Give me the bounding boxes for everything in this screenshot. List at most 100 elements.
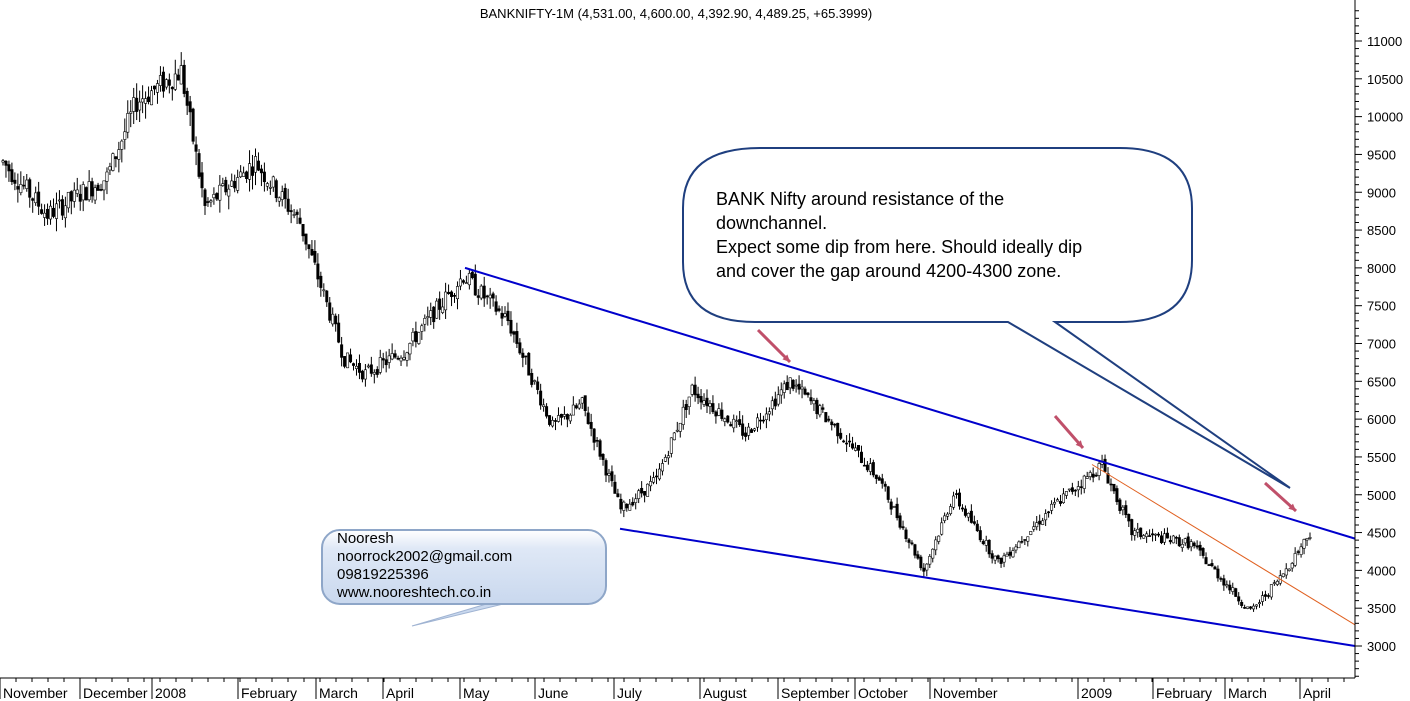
candle xyxy=(301,223,305,242)
candle xyxy=(842,439,846,443)
candle-body xyxy=(381,358,385,361)
candle xyxy=(378,349,382,375)
candle xyxy=(1061,488,1065,504)
candle xyxy=(4,160,8,178)
candle xyxy=(325,289,329,307)
candle xyxy=(453,292,457,303)
candle xyxy=(141,85,145,114)
candle xyxy=(506,302,510,326)
candle xyxy=(1064,491,1068,499)
candle xyxy=(120,139,124,163)
candle-body xyxy=(1026,536,1030,542)
candle xyxy=(251,154,255,190)
candle-body xyxy=(423,318,427,325)
candle-body xyxy=(842,440,846,443)
candle xyxy=(381,352,385,369)
candle xyxy=(1216,565,1220,582)
candle-body xyxy=(990,553,994,559)
candle-body xyxy=(242,172,246,177)
candle xyxy=(81,181,85,212)
candle xyxy=(607,468,611,483)
x-axis: November December 2008 February March April Ma… xyxy=(0,677,1355,701)
candle xyxy=(298,208,302,225)
candle-body xyxy=(839,432,843,439)
candle xyxy=(919,554,923,571)
candle-body xyxy=(420,325,424,332)
candle xyxy=(904,527,908,543)
candle xyxy=(800,380,804,399)
candle xyxy=(512,330,516,343)
candle-body xyxy=(271,176,275,188)
candle xyxy=(646,483,650,497)
candle-body xyxy=(595,439,599,442)
candle xyxy=(987,539,991,558)
candle-body xyxy=(432,306,436,323)
candle-body xyxy=(1177,537,1181,547)
trendlines xyxy=(464,266,1356,647)
candle-body xyxy=(764,413,768,420)
candle-body xyxy=(155,83,159,93)
candle xyxy=(369,356,373,377)
candle-body xyxy=(1142,535,1146,539)
candle-body xyxy=(1302,539,1306,549)
candle-body xyxy=(1061,493,1065,504)
candle xyxy=(871,459,875,478)
candle xyxy=(248,150,252,192)
candle xyxy=(1011,547,1015,558)
candle-body xyxy=(966,512,970,518)
candle xyxy=(212,187,216,205)
candle-body xyxy=(239,171,243,178)
candle xyxy=(848,433,852,447)
candle-body xyxy=(631,501,635,506)
candle-body xyxy=(1041,520,1045,525)
candle-body xyxy=(788,377,792,389)
candle-body xyxy=(1127,514,1131,522)
candle-body xyxy=(539,390,543,406)
candle xyxy=(1278,570,1282,586)
candle xyxy=(726,415,730,424)
candle-body xyxy=(1145,533,1149,537)
candle xyxy=(280,185,284,207)
candle-body xyxy=(981,541,985,545)
candle xyxy=(1290,561,1294,572)
candle-body xyxy=(1263,594,1267,597)
candle xyxy=(1067,488,1071,493)
contact-name: Nooresh xyxy=(337,530,394,547)
candle-body xyxy=(473,273,477,296)
candle-body xyxy=(87,181,91,201)
candle-body xyxy=(898,515,902,528)
candle xyxy=(242,166,246,177)
candle xyxy=(536,376,540,395)
candle xyxy=(331,307,335,327)
contact-website: www.nooreshtech.co.in xyxy=(336,584,491,601)
candle xyxy=(1213,565,1217,570)
candle-body xyxy=(886,486,890,500)
candle-body xyxy=(836,422,840,437)
candle xyxy=(414,321,418,348)
y-tick-label: 6000 xyxy=(1367,412,1396,427)
candle xyxy=(470,269,474,280)
candle-body xyxy=(937,535,941,542)
x-tick-label: March xyxy=(319,685,358,701)
candle-body xyxy=(791,379,795,389)
candle xyxy=(447,284,451,295)
candle xyxy=(1151,528,1155,542)
candle xyxy=(114,156,118,168)
candle-body xyxy=(785,381,789,391)
candle xyxy=(652,471,656,485)
candle-body xyxy=(1308,537,1312,539)
candle xyxy=(1124,500,1128,518)
candle-body xyxy=(393,353,397,358)
candle-body xyxy=(111,153,115,171)
candle-body xyxy=(696,393,700,399)
candle xyxy=(1293,547,1297,568)
candle-body xyxy=(22,184,26,187)
candle xyxy=(649,475,653,492)
candle xyxy=(256,152,260,172)
candle-body xyxy=(120,140,124,150)
candle-body xyxy=(827,418,831,421)
candle xyxy=(565,413,569,428)
candle xyxy=(102,180,106,201)
candle-body xyxy=(987,539,991,555)
candle xyxy=(556,407,560,423)
